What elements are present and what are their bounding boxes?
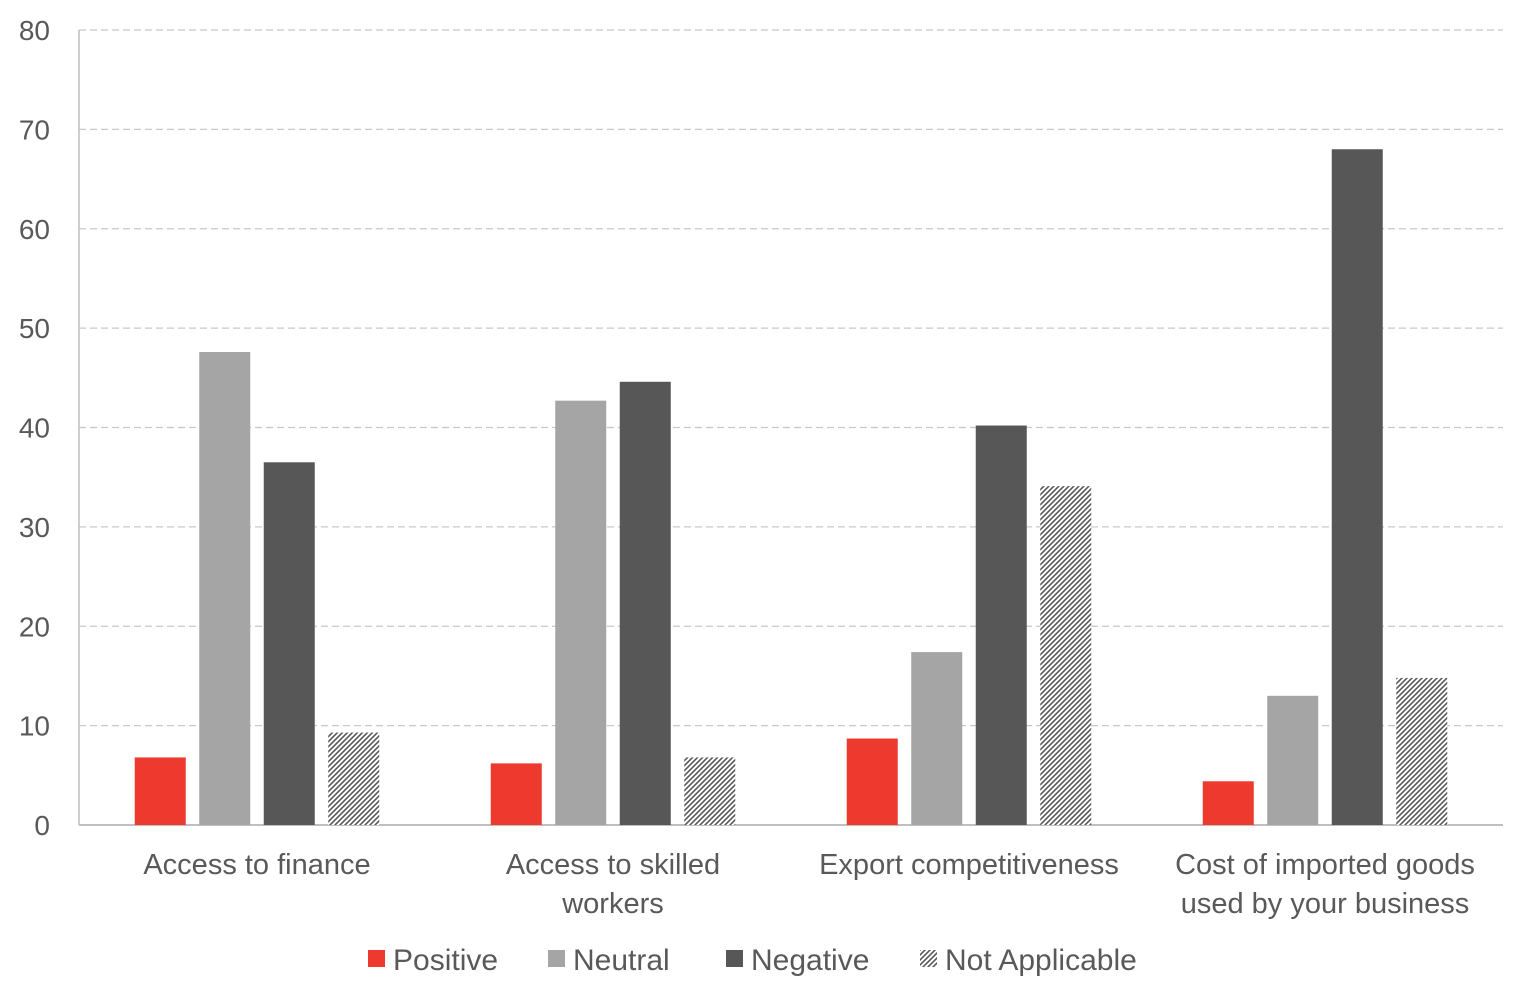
- legend-label: Negative: [751, 944, 869, 977]
- y-tick-label: 60: [19, 214, 50, 245]
- bar-positive: [490, 763, 542, 825]
- y-tick-label: 40: [19, 413, 50, 444]
- bar-positive: [846, 738, 898, 825]
- bar-neutral: [555, 400, 607, 825]
- y-tick-label: 20: [19, 611, 50, 642]
- category-label: Cost of imported goods: [1175, 849, 1475, 881]
- category-label: used by your business: [1181, 888, 1470, 920]
- bar-positive: [1202, 781, 1254, 825]
- bars: [134, 149, 1448, 825]
- y-tick-label: 80: [19, 15, 50, 46]
- category-label: workers: [561, 888, 664, 920]
- y-tick-label: 0: [34, 810, 50, 841]
- legend-label: Neutral: [573, 944, 670, 977]
- category-label: Access to skilled: [506, 849, 720, 881]
- y-tick-label: 10: [19, 711, 50, 742]
- legend-swatch-negative: [726, 950, 743, 967]
- bar-not-applicable: [684, 757, 736, 825]
- legend-swatch-not-applicable: [920, 950, 937, 967]
- category-label: Export competitiveness: [819, 849, 1119, 881]
- bar-not-applicable: [328, 732, 380, 825]
- bar-negative: [619, 381, 671, 825]
- gridlines: [79, 29, 1503, 727]
- bar-positive: [134, 757, 186, 825]
- bar-not-applicable: [1396, 677, 1448, 825]
- bar-neutral: [1267, 695, 1319, 825]
- y-tick-label: 50: [19, 313, 50, 344]
- legend-label: Not Applicable: [945, 944, 1137, 977]
- bar-negative: [263, 462, 315, 825]
- legend-label: Positive: [393, 944, 498, 977]
- legend-swatch-neutral: [548, 950, 565, 967]
- bar-neutral: [911, 652, 963, 825]
- category-label: Access to finance: [143, 849, 370, 881]
- bar-negative: [975, 425, 1027, 825]
- axes: 0 10 20 30 40 50 60 70 80: [19, 15, 1503, 841]
- bar-negative: [1331, 149, 1383, 825]
- legend: Positive Neutral Negative Not Applicable: [368, 944, 1137, 977]
- y-tick-label: 30: [19, 512, 50, 543]
- y-tick-label: 70: [19, 114, 50, 145]
- bar-not-applicable: [1040, 486, 1092, 825]
- category-labels: Access to finance Access to skilled worker…: [143, 849, 1475, 920]
- bar-neutral: [199, 351, 251, 825]
- legend-swatch-positive: [368, 950, 385, 967]
